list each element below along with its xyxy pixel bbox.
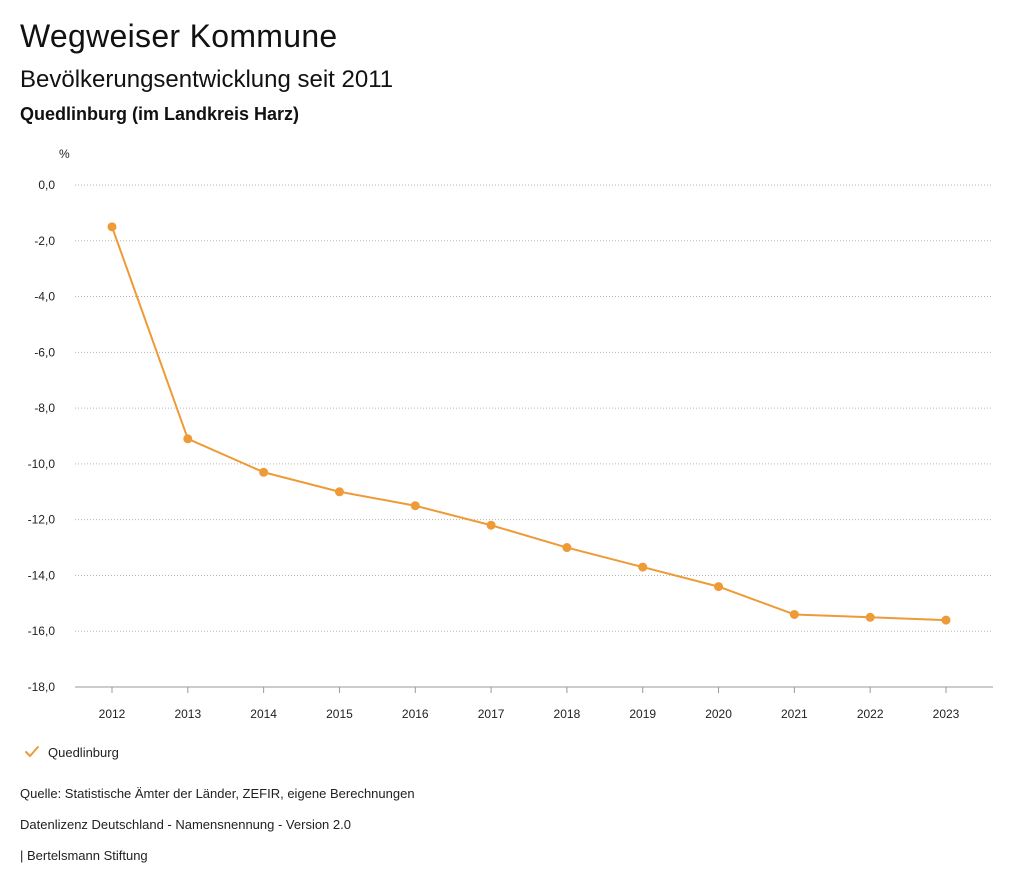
y-tick-label: -10,0 [28,457,56,471]
data-point[interactable] [107,222,117,232]
line-chart: % 0,0 -2,0 -4,0 -6,0 -8,0 -10,0 -12,0 -14,0 -16,0… [28,147,993,721]
data-point[interactable] [789,609,799,619]
x-tick-label: 2016 [402,707,429,721]
x-tick-label: 2021 [781,707,808,721]
axis-layer: % 0,0 -2,0 -4,0 -6,0 -8,0 -10,0 -12,0 -14,0 -16,0… [28,147,960,721]
x-tick-label: 2013 [174,707,201,721]
y-tick-label: -12,0 [28,513,56,527]
data-point[interactable] [562,543,572,553]
check-icon [25,746,39,757]
y-tick-label: -8,0 [34,401,55,415]
x-tick-label: 2018 [554,707,581,721]
app-title: Wegweiser Kommune [20,18,338,54]
data-point[interactable] [334,487,344,497]
x-tick-label: 2020 [705,707,732,721]
y-tick-label: -18,0 [28,680,56,694]
data-point[interactable] [714,582,724,592]
publisher-note: | Bertelsmann Stiftung [20,848,148,863]
x-tick-label: 2017 [478,707,505,721]
y-axis-unit-label: % [59,147,70,161]
data-point[interactable] [638,562,648,572]
x-tick-label: 2012 [99,707,126,721]
data-point[interactable] [865,612,875,622]
chart-subtitle: Bevölkerungsentwicklung seit 2011 [20,66,394,93]
y-tick-label: -14,0 [28,568,56,582]
data-point[interactable] [410,501,420,511]
legend-label: Quedlinburg [48,744,119,760]
license-note: Datenlizenz Deutschland - Namensnennung … [20,817,351,832]
y-tick-label: -4,0 [34,290,55,304]
y-tick-label: 0,0 [38,178,55,192]
region-title: Quedlinburg (im Landkreis Harz) [20,104,300,124]
y-tick-label: -6,0 [34,345,55,359]
legend[interactable]: Quedlinburg [24,744,119,760]
data-point[interactable] [941,615,951,625]
data-point[interactable] [259,467,269,477]
source-note: Quelle: Statistische Ämter der Länder, Z… [20,786,415,801]
x-tick-label: 2023 [933,707,960,721]
x-tick-label: 2014 [250,707,277,721]
grid-layer [75,184,993,688]
series-line [111,226,947,622]
y-tick-label: -2,0 [34,234,55,248]
x-tick-label: 2019 [629,707,656,721]
series-layer [107,222,951,625]
x-tick-label: 2022 [857,707,884,721]
x-tick-label: 2015 [326,707,353,721]
data-point[interactable] [183,434,193,444]
data-point[interactable] [486,520,496,530]
y-tick-label: -16,0 [28,624,56,638]
